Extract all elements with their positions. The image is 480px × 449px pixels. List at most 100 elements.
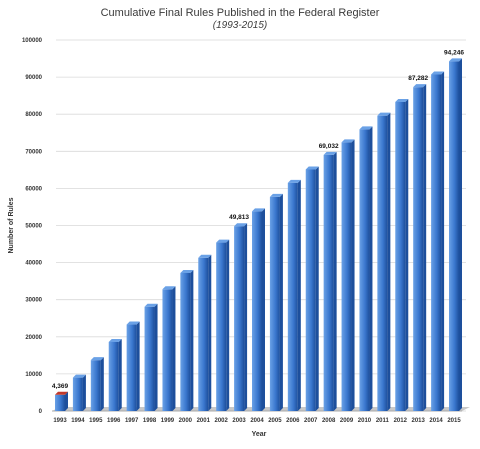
bar	[90, 360, 101, 411]
bar-side	[351, 139, 355, 411]
bar-side	[387, 112, 391, 412]
bar-side	[333, 151, 337, 411]
bar	[108, 341, 119, 411]
bar-top	[395, 98, 409, 102]
bar	[216, 242, 227, 411]
bar	[162, 289, 173, 411]
bar-side	[100, 357, 104, 411]
bar-side	[405, 98, 409, 411]
bar	[144, 306, 155, 411]
bar	[287, 182, 298, 411]
bar	[323, 154, 334, 411]
bar-side	[226, 239, 230, 411]
bar	[269, 196, 280, 411]
bar	[55, 394, 65, 411]
bar-side	[82, 374, 86, 411]
chart-title: Cumulative Final Rules Published in the …	[100, 7, 380, 19]
data-label: 87,282	[408, 75, 428, 82]
bar-top	[55, 391, 68, 395]
bar-side	[118, 338, 122, 411]
bar	[449, 61, 459, 411]
bar-top	[413, 84, 427, 88]
x-tick-label: 2011	[376, 418, 390, 424]
x-tick-label: 2001	[197, 418, 211, 424]
bar-top	[216, 239, 230, 243]
bar-top	[72, 374, 86, 378]
x-tick-label: 1997	[125, 418, 139, 424]
bar-top	[449, 58, 462, 62]
bar	[234, 226, 245, 411]
bar-side	[65, 391, 68, 411]
bar-top	[126, 321, 140, 325]
bar	[180, 272, 191, 411]
y-tick-label: 40000	[25, 261, 42, 267]
bar-top	[377, 112, 391, 116]
bar	[341, 142, 352, 411]
y-tick-label: 100000	[22, 38, 43, 44]
bar-top	[252, 208, 265, 212]
x-tick-label: 1998	[143, 418, 157, 424]
x-tick-label: 2009	[340, 418, 354, 424]
y-tick-label: 60000	[25, 186, 42, 192]
bar-top	[359, 126, 373, 130]
y-tick-label: 0	[39, 409, 43, 415]
bar	[413, 87, 424, 411]
x-tick-label: 1996	[107, 418, 121, 424]
x-tick-label: 2000	[179, 418, 193, 424]
bar-top	[144, 303, 158, 307]
bar-side	[369, 126, 373, 411]
x-tick-label: 1994	[71, 418, 85, 424]
bar-side	[136, 321, 140, 411]
bar-side	[423, 84, 427, 411]
bar-top	[108, 338, 122, 342]
y-axis-label: Number of Rules	[8, 197, 15, 253]
data-label: 69,032	[319, 143, 339, 150]
x-tick-label: 2006	[286, 418, 300, 424]
bar-top	[305, 166, 319, 170]
bar-side	[297, 179, 301, 411]
bar-side	[154, 303, 158, 411]
bar-top	[90, 357, 104, 361]
bar-top	[431, 71, 445, 75]
y-tick-label: 80000	[25, 112, 42, 118]
bar-top	[269, 193, 283, 197]
x-tick-label: 2010	[358, 418, 372, 424]
x-tick-label: 2015	[447, 418, 461, 424]
y-tick-label: 20000	[25, 335, 42, 341]
chart-subtitle-text: (1993-2015)	[212, 20, 268, 31]
bar-side	[315, 166, 319, 411]
bar-side	[172, 286, 176, 411]
bar-side	[262, 208, 265, 411]
bar-side	[441, 71, 445, 412]
bar-side	[279, 193, 283, 411]
bar	[126, 324, 137, 411]
bar	[431, 74, 442, 412]
x-tick-label: 2007	[304, 418, 318, 424]
x-tick-label: 2014	[429, 418, 443, 424]
x-axis-label: Year	[252, 431, 267, 438]
x-tick-label: 2003	[232, 418, 246, 424]
bar-top	[198, 254, 212, 258]
y-tick-label: 70000	[25, 149, 42, 155]
y-tick-label: 90000	[25, 75, 42, 81]
bar-side	[190, 269, 194, 411]
bar-top	[180, 269, 194, 273]
x-tick-label: 2012	[394, 418, 408, 424]
bar	[305, 169, 316, 411]
bar	[359, 129, 370, 411]
bar	[198, 257, 209, 411]
bar-side	[244, 223, 248, 411]
y-tick-label: 30000	[25, 298, 42, 304]
x-tick-label: 2005	[268, 418, 282, 424]
x-tick-label: 1993	[53, 418, 67, 424]
bar	[395, 101, 406, 411]
bar	[377, 115, 388, 412]
bar	[252, 211, 262, 411]
bar-top	[323, 151, 337, 155]
x-tick-label: 2002	[215, 418, 229, 424]
bar	[72, 377, 83, 411]
bar-top	[287, 179, 301, 183]
bar-top	[162, 286, 176, 290]
x-tick-label: 2008	[322, 418, 336, 424]
y-tick-label: 10000	[25, 372, 42, 378]
